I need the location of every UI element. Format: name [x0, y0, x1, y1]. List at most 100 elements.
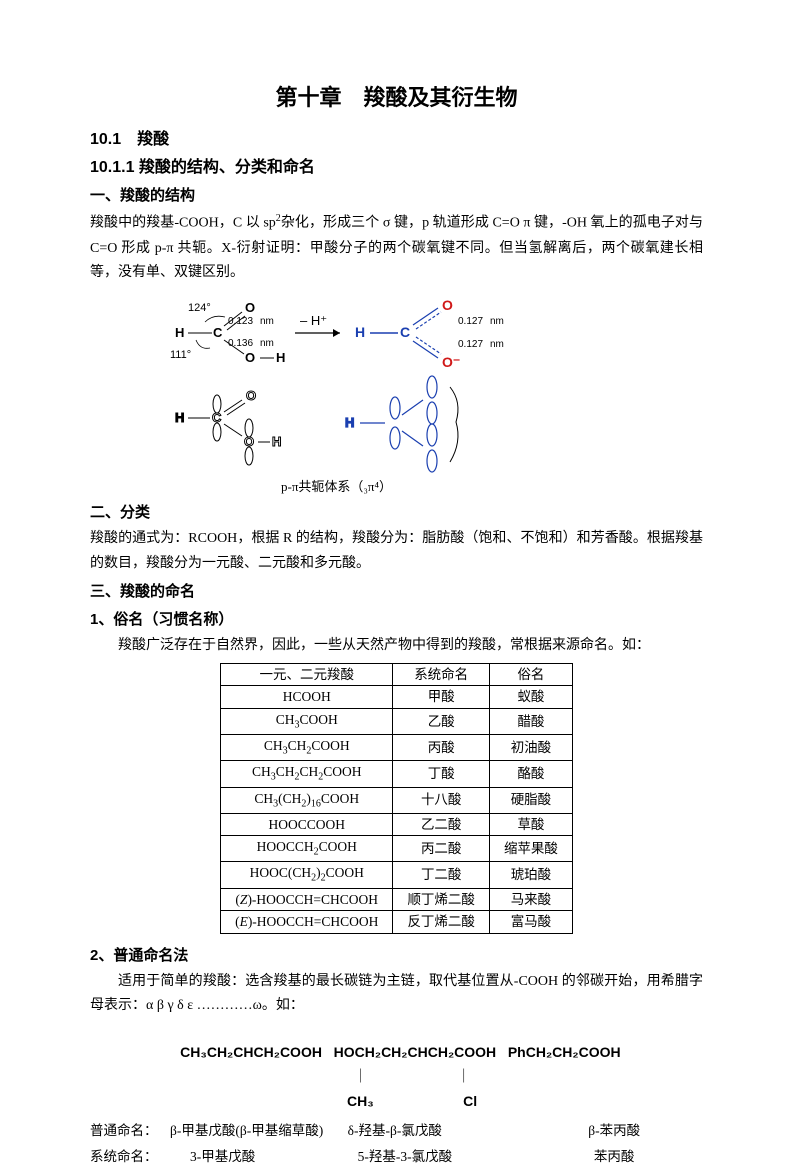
table-cell: 乙二酸 [393, 813, 490, 836]
table-cell: 草酸 [489, 813, 572, 836]
table-row: CH3(CH2)16COOH十八酸硬脂酸 [221, 787, 573, 813]
section-10-1: 10.1 羧酸 [90, 127, 703, 153]
chapter-title: 第十章 羧酸及其衍生物 [90, 80, 703, 115]
orb-l-o1: O [246, 388, 256, 403]
hc-h: H [175, 325, 184, 340]
row1-c2: δ-羟基-β-氯戊酸 [348, 1120, 526, 1142]
table-cell: 马来酸 [489, 888, 572, 911]
anion-h: H [355, 324, 365, 340]
f2-bot: Cl [463, 1093, 477, 1109]
table-cell: 硬脂酸 [489, 787, 572, 813]
row1-c3: β-苯丙酸 [525, 1120, 703, 1142]
table-cell: 酪酸 [489, 761, 572, 787]
f2-top: HOCH₂CH₂CHCH₂COOH [334, 1044, 497, 1060]
table-cell: HOOCCOOH [221, 813, 393, 836]
table-cell: 乙酸 [393, 708, 490, 734]
naming-grid: 普通命名： β-甲基戊酸(β-甲基缩草酸) δ-羟基-β-氯戊酸 β-苯丙酸 系… [90, 1120, 703, 1167]
heading-structure: 一、羧酸的结构 [90, 184, 703, 208]
table-row: CH3CH2COOH丙酸初油酸 [221, 735, 573, 761]
table-row: HOOCCH2COOH丙二酸缩苹果酸 [221, 836, 573, 862]
table-cell: 丁二酸 [393, 862, 490, 888]
table-cell: 甲酸 [393, 686, 490, 709]
table-cell: 丁酸 [393, 761, 490, 787]
row2-c1: 3-甲基戊酸 [170, 1146, 348, 1167]
diagram-caption: p-π共轭体系（₃π⁴） [0, 477, 703, 498]
formula-structures: CH₃CH₂CHCH₂COOH HOCH₂CH₂CHCH₂COOH PhCH₂C… [90, 1027, 703, 1061]
para-structure-a: 羧酸中的羧基-COOH，C 以 sp [90, 216, 276, 231]
table-cell: (E)-HOOCCH=CHCOOH [221, 911, 393, 934]
heading-classify: 二、分类 [90, 501, 703, 525]
table-cell: 醋酸 [489, 708, 572, 734]
row2-c3: 苯丙酸 [525, 1146, 703, 1167]
table-cell: 初油酸 [489, 735, 572, 761]
table-cell: (Z)-HOOCCH=CHCOOH [221, 888, 393, 911]
table-cell: 顺丁烯二酸 [393, 888, 490, 911]
row2-label: 系统命名： [90, 1146, 170, 1167]
table-cell: 缩苹果酸 [489, 836, 572, 862]
table-row: CH3CH2CH2COOH丁酸酪酸 [221, 761, 573, 787]
hc-c: C [213, 325, 223, 340]
para-common: 羧酸广泛存在于自然界，因此，一些从天然产物中得到的羧酸，常根据来源命名。如： [90, 634, 703, 659]
table-cell: HOOC(CH2)2COOH [221, 862, 393, 888]
row2-c2: 5-羟基-3-氯戊酸 [348, 1146, 526, 1167]
resonance-diagram: H C O O H 124° 111° 0.123 nm 0.136 nm [150, 292, 550, 477]
oh-h: H [276, 350, 285, 365]
nm1: nm [260, 316, 274, 327]
orb-r-h: H [345, 415, 354, 430]
para-ordinary: 适用于简单的羧酸：选含羧基的最长碳链为主链，取代基位置从-COOH 的邻碳开始，… [90, 970, 703, 1019]
table-cell: CH3(CH2)16COOH [221, 787, 393, 813]
table-header: 一元、二元羧酸 [221, 663, 393, 686]
o-top: O [245, 300, 255, 315]
table-row: HCOOH甲酸蚁酸 [221, 686, 573, 709]
table-cell: 反丁烯二酸 [393, 911, 490, 934]
acid-table: 一元、二元羧酸系统命名俗名 HCOOH甲酸蚁酸CH3COOH乙酸醋酸CH3CH2… [220, 663, 573, 934]
len2: 0.136 [228, 338, 253, 349]
section-10-1-1: 10.1.1 羧酸的结构、分类和命名 [90, 155, 703, 181]
len1: 0.123 [228, 316, 253, 327]
anion-c: C [400, 324, 410, 340]
table-row: (Z)-HOOCCH=CHCOOH顺丁烯二酸马来酸 [221, 888, 573, 911]
nm3: nm [490, 316, 504, 327]
len3: 0.127 [458, 316, 483, 327]
f3-top: PhCH₂CH₂COOH [508, 1044, 621, 1060]
table-cell: CH3CH2COOH [221, 735, 393, 761]
table-row: HOOC(CH2)2COOH丁二酸琥珀酸 [221, 862, 573, 888]
row1-c1: β-甲基戊酸(β-甲基缩草酸) [170, 1120, 348, 1142]
table-header: 俗名 [489, 663, 572, 686]
table-cell: CH3CH2CH2COOH [221, 761, 393, 787]
orb-l-h: H [175, 410, 184, 425]
table-cell: 丙二酸 [393, 836, 490, 862]
table-cell: HCOOH [221, 686, 393, 709]
anion-o2: O⁻ [442, 354, 460, 370]
row1-label: 普通命名： [90, 1120, 170, 1142]
formula-subst: CH₃ Cl [90, 1093, 703, 1110]
table-cell: CH3COOH [221, 708, 393, 734]
table-header: 系统命名 [393, 663, 490, 686]
nm2: nm [260, 338, 274, 349]
table-cell: HOOCCH2COOH [221, 836, 393, 862]
formula-bonds: ｜ ｜ [90, 1068, 703, 1085]
table-cell: 丙酸 [393, 735, 490, 761]
table-cell: 蚁酸 [489, 686, 572, 709]
table-cell: 琥珀酸 [489, 862, 572, 888]
angle-bot: 111° [170, 349, 191, 361]
heading-common-name: 1、俗名（习惯名称） [90, 608, 703, 632]
f1-mid: ｜ [353, 1068, 367, 1084]
angle-top: 124° [188, 302, 211, 314]
f2-mid: ｜ [457, 1068, 471, 1084]
arrow-label: – H⁺ [300, 313, 327, 328]
table-row: CH3COOH乙酸醋酸 [221, 708, 573, 734]
f1-top: CH₃CH₂CHCH₂COOH [180, 1044, 322, 1060]
para-classify: 羧酸的通式为：RCOOH，根据 R 的结构，羧酸分为：脂肪酸（饱和、不饱和）和芳… [90, 527, 703, 576]
anion-o1: O [442, 297, 453, 313]
para-structure: 羧酸中的羧基-COOH，C 以 sp2杂化，形成三个 σ 键，p 轨道形成 C=… [90, 210, 703, 285]
table-row: (E)-HOOCCH=CHCOOH反丁烯二酸富马酸 [221, 911, 573, 934]
heading-ordinary: 2、普通命名法 [90, 944, 703, 968]
f1-bot: CH₃ [347, 1093, 374, 1109]
table-cell: 十八酸 [393, 787, 490, 813]
orb-l-oh: H [272, 434, 281, 449]
heading-naming: 三、羧酸的命名 [90, 580, 703, 604]
o-bot: O [245, 350, 255, 365]
table-row: HOOCCOOH乙二酸草酸 [221, 813, 573, 836]
table-cell: 富马酸 [489, 911, 572, 934]
